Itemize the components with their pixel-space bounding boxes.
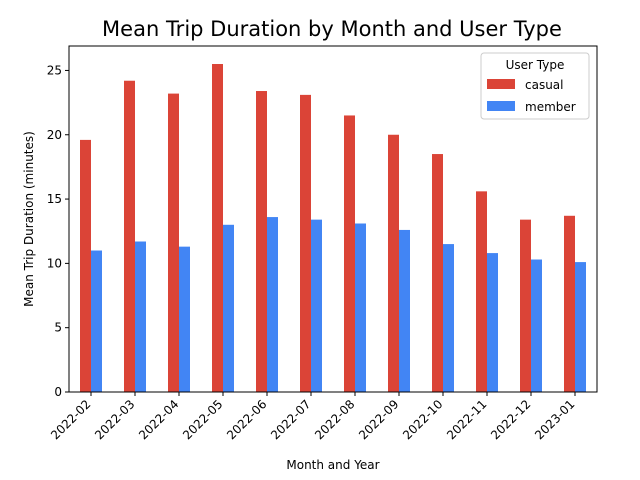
bar-casual-2022-06: [256, 91, 267, 392]
bar-casual-2022-03: [124, 80, 135, 392]
x-tick-label: 2022-04: [136, 397, 181, 442]
x-tick-label: 2022-10: [400, 397, 445, 442]
y-tick-label: 5: [54, 321, 62, 335]
y-tick-label: 10: [47, 256, 62, 270]
x-tick-label: 2022-07: [268, 397, 313, 442]
bar-casual-2022-07: [300, 94, 311, 393]
legend-title: User Type: [506, 58, 565, 72]
y-tick-label: 0: [54, 385, 62, 399]
y-axis-label: Mean Trip Duration (minutes): [22, 131, 36, 307]
y-tick-label: 20: [47, 128, 62, 142]
bar-casual-2022-04: [168, 93, 179, 393]
bar-member-2022-03: [135, 241, 146, 392]
legend-label-casual: casual: [525, 78, 564, 92]
bar-casual-2022-09: [388, 134, 399, 393]
x-tick-label: 2023-01: [532, 397, 577, 442]
bar-member-2022-06: [267, 217, 278, 392]
bar-casual-2022-12: [520, 219, 531, 392]
x-tick-label: 2022-11: [444, 397, 489, 442]
bar-member-2022-12: [531, 259, 542, 392]
bar-casual-2022-02: [80, 139, 91, 392]
x-tick-label: 2022-02: [48, 397, 93, 442]
bar-member-2022-11: [487, 253, 498, 392]
x-tick-label: 2022-09: [356, 397, 401, 442]
bar-casual-2022-08: [344, 115, 355, 393]
bar-casual-2022-10: [432, 154, 443, 392]
bar-member-2022-08: [355, 223, 366, 392]
bar-member-2023-01: [575, 262, 586, 392]
bar-member-2022-07: [311, 219, 322, 392]
bar-casual-2023-01: [564, 215, 575, 392]
plot-frame: [68, 45, 598, 393]
x-tick-label: 2022-08: [312, 397, 357, 442]
legend-label-member: member: [525, 100, 576, 114]
x-tick-label: 2022-06: [224, 397, 269, 442]
plot-area: 05101520252022-022022-032022-042022-0520…: [47, 45, 598, 442]
x-axis-label: Month and Year: [286, 458, 379, 472]
bar-casual-2022-05: [212, 64, 223, 392]
bar-member-2022-02: [91, 250, 102, 392]
y-tick-label: 25: [47, 63, 62, 77]
chart-title: Mean Trip Duration by Month and User Typ…: [102, 17, 562, 41]
bar-member-2022-09: [399, 229, 410, 392]
legend: User Type casual member: [480, 52, 590, 120]
x-tick-label: 2022-05: [180, 397, 225, 442]
bar-member-2022-10: [443, 244, 454, 392]
x-tick-label: 2022-03: [92, 397, 137, 442]
bar-casual-2022-11: [476, 191, 487, 392]
x-tick-label: 2022-12: [488, 397, 533, 442]
bar-member-2022-05: [223, 224, 234, 392]
bar-member-2022-04: [179, 246, 190, 392]
y-tick-label: 15: [47, 192, 62, 206]
legend-swatch-member: [487, 101, 515, 111]
legend-swatch-casual: [487, 79, 515, 89]
